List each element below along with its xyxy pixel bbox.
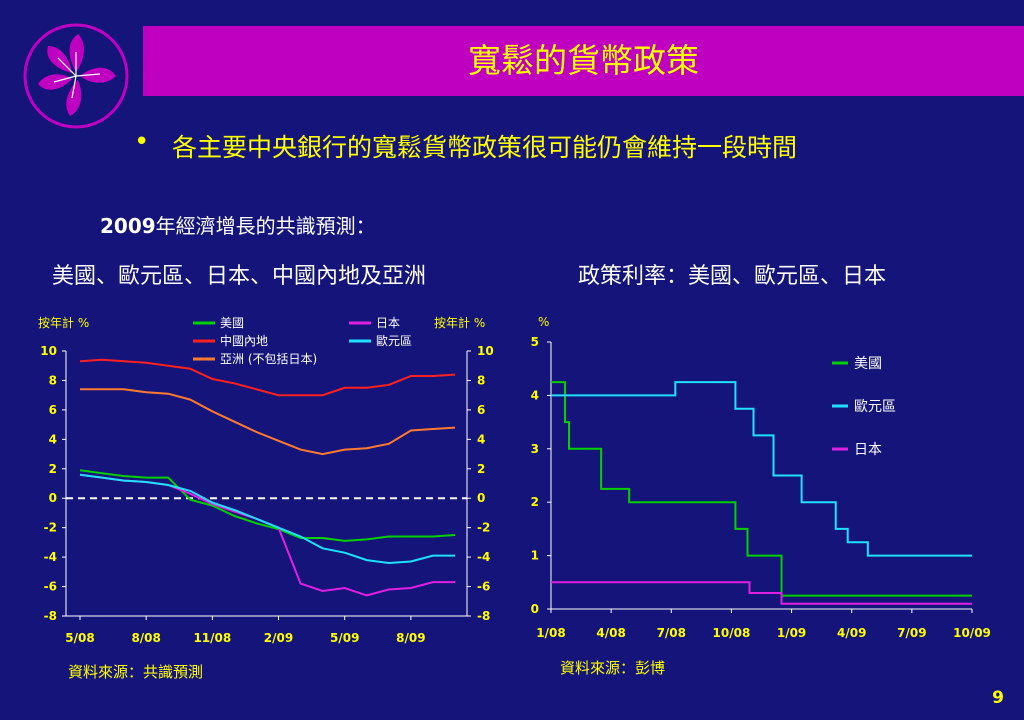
y-tick-label-right: 10	[477, 344, 494, 358]
x-tick-label: 8/09	[396, 631, 425, 645]
legend-label: 日本	[376, 316, 400, 330]
legend-label: 美國	[220, 316, 244, 330]
y-tick-label: 0	[49, 491, 57, 505]
legend-label: 中國內地	[220, 333, 268, 348]
x-tick-label: 5/08	[65, 631, 94, 645]
subheading: 2009年經濟增長的共識預測：	[100, 210, 376, 239]
right-chart-title: 政策利率：美國、歐元區、日本	[578, 264, 887, 289]
right-chart-source: 資料來源：彭博	[560, 659, 666, 677]
y-tick-label: 1	[531, 549, 539, 563]
y-tick-label: 5	[531, 335, 539, 349]
y-tick-label: -2	[44, 521, 57, 535]
x-tick-label: 11/08	[193, 631, 231, 645]
bauhinia-flower-icon	[23, 23, 129, 129]
x-tick-label: 4/09	[837, 626, 866, 640]
series-line-euro	[79, 473, 455, 565]
y-tick-label: 10	[40, 344, 57, 358]
y-axis-unit: %	[538, 315, 549, 329]
y-tick-label: 2	[49, 462, 57, 476]
y-tick-label: 8	[49, 373, 57, 387]
y-tick-label-right: -8	[477, 609, 490, 623]
x-tick-label: 7/08	[657, 626, 686, 640]
x-tick-label: 7/09	[897, 626, 926, 640]
y-tick-label-right: 2	[477, 462, 485, 476]
bullet-text: 各主要中央銀行的寬鬆貨幣政策很可能仍會維持一段時間	[172, 133, 798, 162]
left-y-axis-unit: 按年計 %	[38, 315, 89, 330]
x-tick-label: 1/09	[777, 626, 806, 640]
y-tick-label: 4	[49, 432, 57, 446]
y-tick-label: 6	[49, 403, 57, 417]
step-line-us	[551, 381, 972, 597]
series-line-asia	[80, 388, 456, 456]
x-tick-label: 2/09	[264, 631, 293, 645]
x-tick-label: 10/09	[953, 626, 991, 640]
y-tick-label-right: -4	[477, 550, 490, 564]
y-tick-label: 0	[531, 602, 539, 616]
step-line-euro	[551, 381, 972, 557]
legend-label: 美國	[854, 356, 882, 372]
left-chart-title: 美國、歐元區、日本、中國內地及亞洲	[52, 264, 427, 289]
right-y-axis-unit: 按年計 %	[434, 315, 485, 330]
x-tick-label: 1/08	[536, 626, 565, 640]
subheading-text: 年經濟增長的共識預測：	[155, 214, 376, 238]
x-tick-label: 5/09	[330, 631, 359, 645]
y-tick-label-right: 6	[477, 403, 485, 417]
legend-label: 歐元區	[376, 333, 412, 348]
y-tick-label-right: 8	[477, 373, 485, 387]
y-tick-label: 2	[531, 495, 539, 509]
y-tick-label-right: 0	[477, 491, 485, 505]
legend-label: 歐元區	[854, 399, 896, 415]
subheading-year: 2009	[100, 214, 156, 238]
series-line-us	[79, 469, 456, 542]
title-bar: 寬鬆的貨幣政策	[143, 26, 1024, 96]
series-line-china	[79, 358, 456, 397]
y-tick-label: 4	[531, 388, 539, 402]
step-line-japan	[551, 581, 972, 605]
y-tick-label: 3	[531, 442, 539, 456]
page-number: 9	[992, 688, 1004, 708]
x-tick-label: 4/08	[596, 626, 625, 640]
legend-label: 日本	[854, 442, 882, 458]
y-tick-label-right: -2	[477, 521, 490, 535]
x-tick-label: 8/08	[131, 631, 160, 645]
y-tick-label: -6	[44, 580, 57, 594]
x-tick-label: 10/08	[713, 626, 751, 640]
slide-title: 寬鬆的貨幣政策	[468, 41, 699, 80]
y-tick-label: -4	[44, 550, 57, 564]
bullet-dot: •	[134, 127, 150, 157]
series-line-japan	[79, 473, 455, 597]
y-tick-label-right: -6	[477, 580, 490, 594]
y-tick-label: -8	[44, 609, 57, 623]
legend-label: 亞洲 (不包括日本)	[220, 351, 317, 366]
left-chart-source: 資料來源：共識預測	[68, 663, 204, 681]
y-tick-label-right: 4	[477, 432, 485, 446]
